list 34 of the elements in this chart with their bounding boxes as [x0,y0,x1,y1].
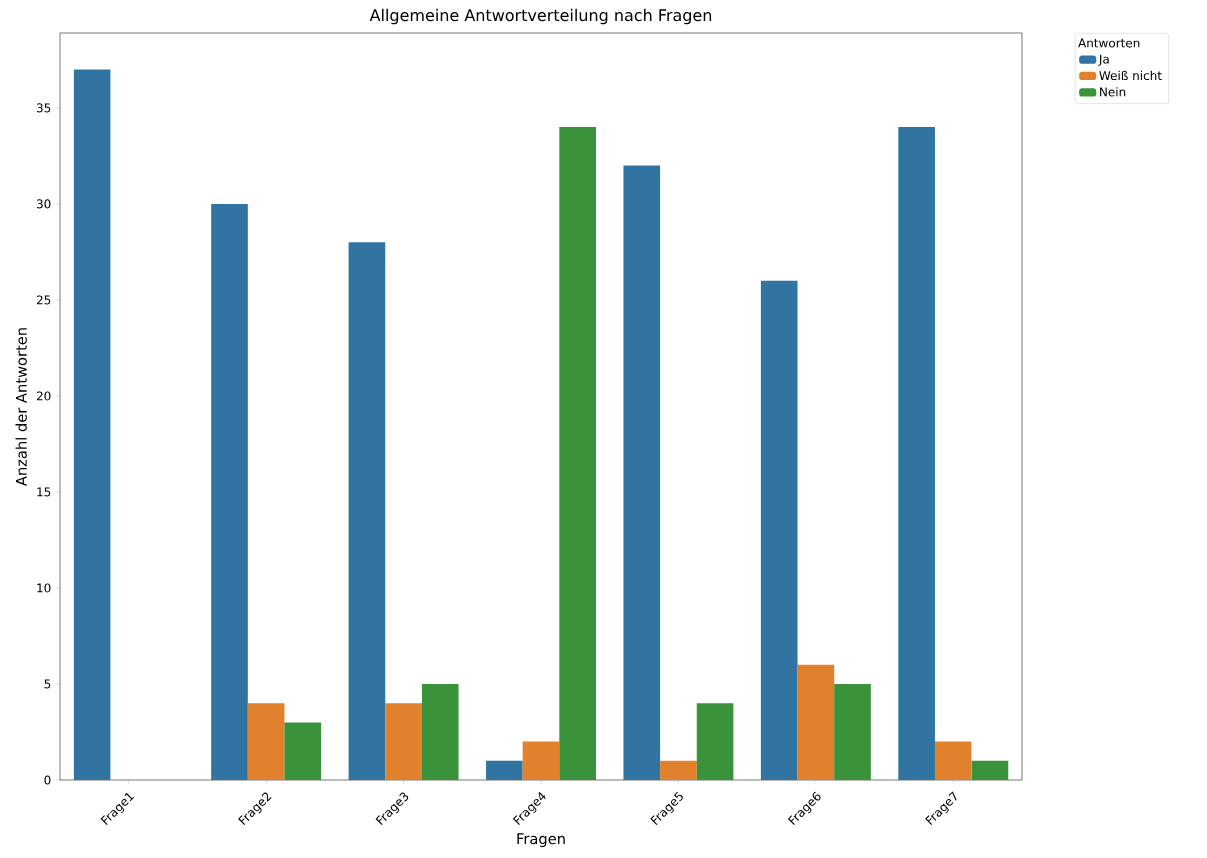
legend-title: Antworten [1078,38,1140,48]
bar [696,703,734,780]
y-tick-label: 25 [36,295,51,305]
chart-title: Allgemeine Antwortverteilung nach Fragen [369,8,712,25]
bar [971,760,1009,780]
bar [247,703,285,780]
legend-label: Ja [1098,54,1109,66]
bar [348,242,386,780]
bar [623,165,661,780]
y-tick-label: 30 [36,199,51,209]
bar [559,127,596,780]
bar [73,69,111,780]
bar [284,722,322,780]
y-tick-label: 20 [36,391,51,401]
bar [211,203,248,780]
bar [421,683,459,780]
bar [834,683,871,780]
bar [898,127,935,780]
y-axis-title: Anzahl der Antworten [15,328,27,486]
bar [522,741,560,780]
bar [385,703,422,780]
x-axis-title: Fragen [517,833,565,848]
bar [934,741,972,780]
y-tick-label: 35 [36,103,51,113]
y-tick-label: 10 [37,583,51,593]
y-tick-label: 0 [44,775,51,785]
y-tick-label: 5 [44,679,51,689]
y-tick-label: 15 [37,487,51,497]
bar [797,664,835,780]
bar [660,760,697,780]
bar [486,760,523,780]
legend-label: Weiß nicht [1099,70,1162,81]
bar [760,280,798,780]
legend-label: Nein [1100,87,1126,97]
